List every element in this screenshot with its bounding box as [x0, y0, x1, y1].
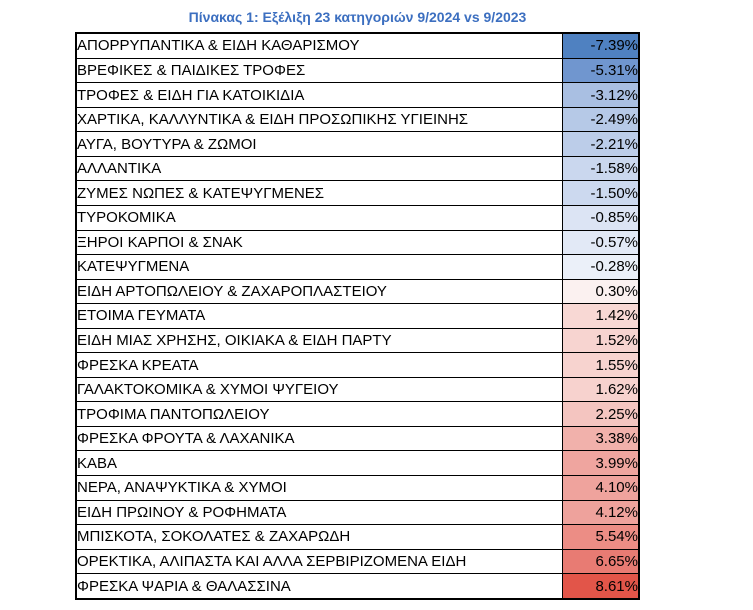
category-name-cell: ΑΛΛΑΝΤΙΚΑ [75, 155, 563, 182]
value-cell: 5.54% [561, 524, 640, 550]
table-row: ΓΑΛΑΚΤΟΚΟΜΙΚΑ & ΧΥΜΟΙ ΨΥΓΕΙΟΥ 1.62% [75, 376, 640, 403]
table-row: ΤΡΟΦΙΜΑ ΠΑΝΤΟΠΩΛΕΙΟΥ 2.25% [75, 401, 640, 427]
table-row: ΤΥΡΟΚΟΜΙΚΑ -0.85% [75, 205, 640, 231]
value-cell: 3.99% [561, 450, 640, 477]
category-name-cell: ΚΑΤΕΨΥΓΜΕΝΑ [75, 254, 563, 280]
category-name-cell: ΚΑΒΑ [75, 450, 563, 477]
table-row: ΚΑΒΑ 3.99% [75, 450, 640, 477]
table-title: Πίνακας 1: Εξέλιξη 23 κατηγοριών 9/2024 … [188, 9, 527, 25]
value-cell: 4.10% [561, 475, 640, 501]
category-name-cell: ΦΡΕΣΚΑ ΦΡΟΥΤΑ & ΛΑΧΑΝΙΚΑ [75, 425, 563, 452]
value-cell: -0.28% [561, 254, 640, 280]
table-row: ΟΡΕΚΤΙΚΑ, ΑΛΙΠΑΣΤΑ ΚΑΙ ΑΛΛΑ ΣΕΡΒΙΡΙΖΟΜΕΝ… [75, 548, 640, 575]
table-row: ΦΡΕΣΚΑ ΨΑΡΙΑ & ΘΑΛΑΣΣΙΝΑ 8.61% [75, 573, 640, 600]
value-cell: -2.49% [561, 106, 640, 133]
table-row: ΞΗΡΟΙ ΚΑΡΠΟΙ & ΣΝΑΚ -0.57% [75, 229, 640, 256]
category-name-cell: ΕΙΔΗ ΑΡΤΟΠΩΛΕΙΟΥ & ΖΑΧΑΡΟΠΛΑΣΤΕΙΟΥ [75, 278, 563, 305]
table-row: ΒΡΕΦΙΚΕΣ & ΠΑΙΔΙΚΕΣ ΤΡΟΦΕΣ -5.31% [75, 57, 640, 84]
value-cell: 1.55% [561, 352, 640, 378]
value-cell: -1.58% [561, 155, 640, 182]
table-row: ΝΕΡΑ, ΑΝΑΨΥΚΤΙΚΑ & ΧΥΜΟΙ 4.10% [75, 475, 640, 501]
category-name-cell: ΞΗΡΟΙ ΚΑΡΠΟΙ & ΣΝΑΚ [75, 229, 563, 256]
value-cell: 2.25% [561, 401, 640, 427]
table-body: ΑΠΟΡΡΥΠΑΝΤΙΚΑ & ΕΙΔΗ ΚΑΘΑΡΙΣΜΟΥ -7.39% Β… [75, 32, 640, 600]
category-name-cell: ΒΡΕΦΙΚΕΣ & ΠΑΙΔΙΚΕΣ ΤΡΟΦΕΣ [75, 57, 563, 84]
category-name-cell: ΦΡΕΣΚΑ ΨΑΡΙΑ & ΘΑΛΑΣΣΙΝΑ [75, 573, 563, 600]
category-name-cell: ΕΙΔΗ ΠΡΩΙΝΟΥ & ΡΟΦΗΜΑΤΑ [75, 499, 563, 526]
table-row: ΖΥΜΕΣ ΝΩΠΕΣ & ΚΑΤΕΨΥΓΜΕΝΕΣ -1.50% [75, 180, 640, 206]
value-cell: -7.39% [561, 32, 640, 59]
value-cell: -2.21% [561, 131, 640, 157]
category-name-cell: ΤΡΟΦΙΜΑ ΠΑΝΤΟΠΩΛΕΙΟΥ [75, 401, 563, 427]
value-cell: 8.61% [561, 573, 640, 600]
value-cell: -0.85% [561, 205, 640, 231]
table-row: ΜΠΙΣΚΟΤΑ, ΣΟΚΟΛΑΤΕΣ & ΖΑΧΑΡΩΔΗ 5.54% [75, 524, 640, 550]
table-row: ΕΙΔΗ ΜΙΑΣ ΧΡΗΣΗΣ, ΟΙΚΙΑΚΑ & ΕΙΔΗ ΠΑΡΤΥ 1… [75, 327, 640, 354]
table-row: ΚΑΤΕΨΥΓΜΕΝΑ -0.28% [75, 254, 640, 280]
value-cell: -3.12% [561, 82, 640, 108]
value-cell: 4.12% [561, 499, 640, 526]
table-row: ΑΠΟΡΡΥΠΑΝΤΙΚΑ & ΕΙΔΗ ΚΑΘΑΡΙΣΜΟΥ -7.39% [75, 32, 640, 59]
category-name-cell: ΓΑΛΑΚΤΟΚΟΜΙΚΑ & ΧΥΜΟΙ ΨΥΓΕΙΟΥ [75, 376, 563, 403]
category-name-cell: ΖΥΜΕΣ ΝΩΠΕΣ & ΚΑΤΕΨΥΓΜΕΝΕΣ [75, 180, 563, 206]
table-1-container: Πίνακας 1: Εξέλιξη 23 κατηγοριών 9/2024 … [75, 8, 640, 600]
category-name-cell: ΜΠΙΣΚΟΤΑ, ΣΟΚΟΛΑΤΕΣ & ΖΑΧΑΡΩΔΗ [75, 524, 563, 550]
category-name-cell: ΕΙΔΗ ΜΙΑΣ ΧΡΗΣΗΣ, ΟΙΚΙΑΚΑ & ΕΙΔΗ ΠΑΡΤΥ [75, 327, 563, 354]
category-name-cell: ΑΥΓΑ, ΒΟΥΤΥΡΑ & ΖΩΜΟΙ [75, 131, 563, 157]
value-cell: 1.52% [561, 327, 640, 354]
category-change-table: ΑΠΟΡΡΥΠΑΝΤΙΚΑ & ΕΙΔΗ ΚΑΘΑΡΙΣΜΟΥ -7.39% Β… [75, 32, 640, 600]
table-row: ΑΛΛΑΝΤΙΚΑ -1.58% [75, 155, 640, 182]
table-row: ΕΙΔΗ ΠΡΩΙΝΟΥ & ΡΟΦΗΜΑΤΑ 4.12% [75, 499, 640, 526]
table-row: ΦΡΕΣΚΑ ΦΡΟΥΤΑ & ΛΑΧΑΝΙΚΑ 3.38% [75, 425, 640, 452]
category-name-cell: ΕΤΟΙΜΑ ΓΕΥΜΑΤΑ [75, 303, 563, 329]
value-cell: 0.30% [561, 278, 640, 305]
table-row: ΑΥΓΑ, ΒΟΥΤΥΡΑ & ΖΩΜΟΙ -2.21% [75, 131, 640, 157]
value-cell: -5.31% [561, 57, 640, 84]
table-row: ΤΡΟΦΕΣ & ΕΙΔΗ ΓΙΑ ΚΑΤΟΙΚΙΔΙΑ -3.12% [75, 82, 640, 108]
value-cell: 1.62% [561, 376, 640, 403]
value-cell: -1.50% [561, 180, 640, 206]
value-cell: -0.57% [561, 229, 640, 256]
value-cell: 3.38% [561, 425, 640, 452]
category-name-cell: ΤΡΟΦΕΣ & ΕΙΔΗ ΓΙΑ ΚΑΤΟΙΚΙΔΙΑ [75, 82, 563, 108]
category-name-cell: ΟΡΕΚΤΙΚΑ, ΑΛΙΠΑΣΤΑ ΚΑΙ ΑΛΛΑ ΣΕΡΒΙΡΙΖΟΜΕΝ… [75, 548, 563, 575]
category-name-cell: ΦΡΕΣΚΑ ΚΡΕΑΤΑ [75, 352, 563, 378]
category-name-cell: ΑΠΟΡΡΥΠΑΝΤΙΚΑ & ΕΙΔΗ ΚΑΘΑΡΙΣΜΟΥ [75, 32, 563, 59]
table-row: ΕΤΟΙΜΑ ΓΕΥΜΑΤΑ 1.42% [75, 303, 640, 329]
value-cell: 1.42% [561, 303, 640, 329]
category-name-cell: ΝΕΡΑ, ΑΝΑΨΥΚΤΙΚΑ & ΧΥΜΟΙ [75, 475, 563, 501]
value-cell: 6.65% [561, 548, 640, 575]
table-row: ΦΡΕΣΚΑ ΚΡΕΑΤΑ 1.55% [75, 352, 640, 378]
table-row: ΧΑΡΤΙΚΑ, ΚΑΛΛΥΝΤΙΚΑ & ΕΙΔΗ ΠΡΟΣΩΠΙΚΗΣ ΥΓ… [75, 106, 640, 133]
category-name-cell: ΤΥΡΟΚΟΜΙΚΑ [75, 205, 563, 231]
category-name-cell: ΧΑΡΤΙΚΑ, ΚΑΛΛΥΝΤΙΚΑ & ΕΙΔΗ ΠΡΟΣΩΠΙΚΗΣ ΥΓ… [75, 106, 563, 133]
table-row: ΕΙΔΗ ΑΡΤΟΠΩΛΕΙΟΥ & ΖΑΧΑΡΟΠΛΑΣΤΕΙΟΥ 0.30% [75, 278, 640, 305]
